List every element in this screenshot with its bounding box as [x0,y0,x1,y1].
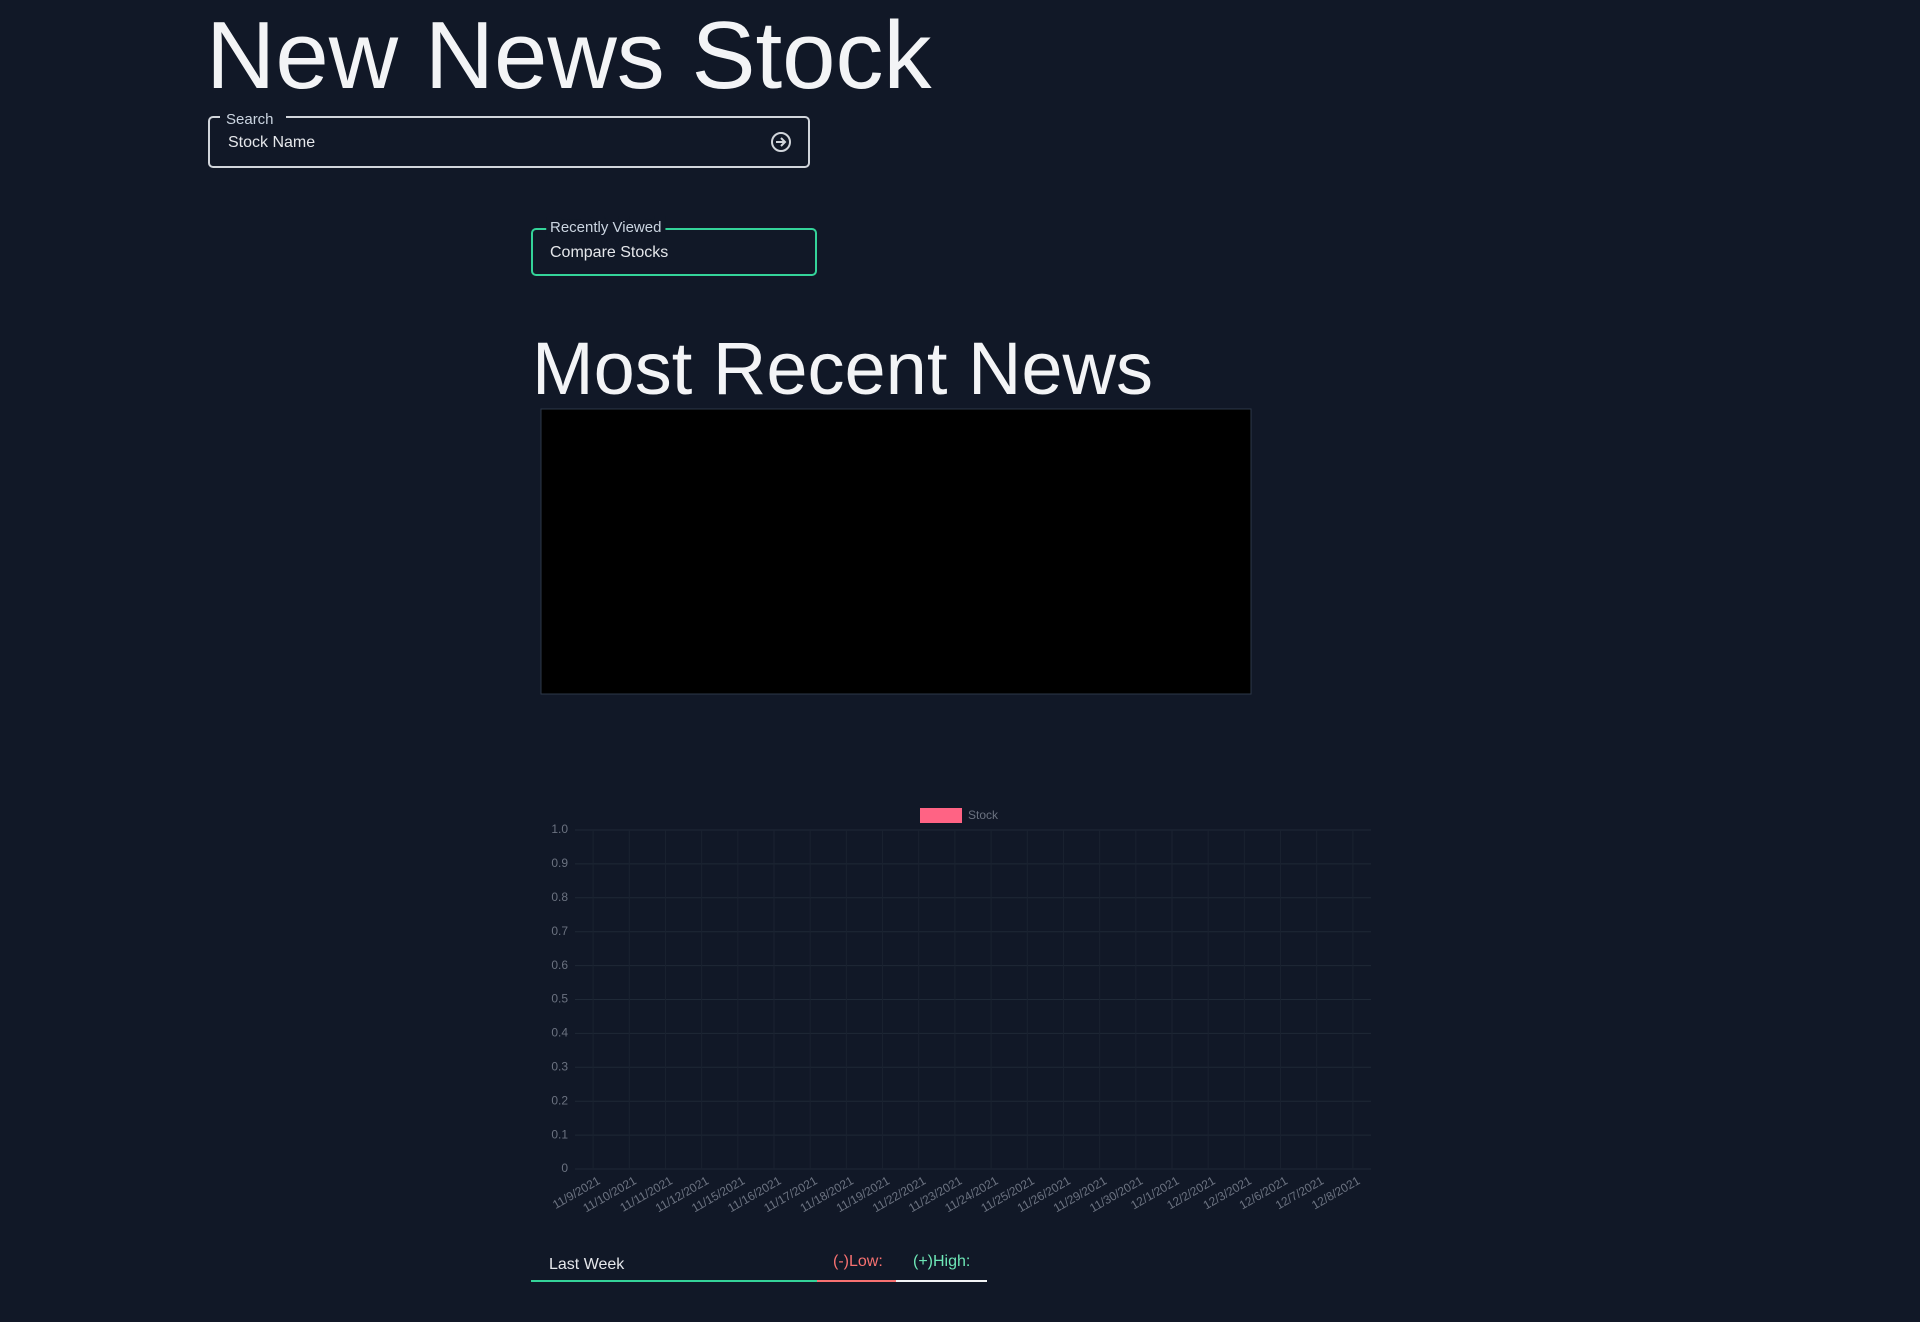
label-gap [220,105,286,123]
search-button[interactable] [771,132,791,152]
chart: 00.10.20.30.40.50.60.70.80.91.011/9/2021… [550,808,1371,1215]
tab-low[interactable]: (-)Low: [833,1253,883,1270]
y-tick-label: 0.1 [551,1127,568,1141]
tab-period[interactable]: Last Week [549,1256,625,1273]
y-tick-label: 0.4 [551,1026,568,1040]
y-tick-label: 1.0 [551,822,568,836]
recent-label: Recently Viewed [550,219,661,236]
recent-value[interactable]: Compare Stocks [550,244,668,261]
search-box[interactable] [208,116,810,168]
y-tick-label: 0 [561,1161,568,1175]
y-tick-label: 0.7 [551,924,568,938]
news-frame [540,408,1252,695]
legend-swatch [920,808,962,823]
tab-high[interactable]: (+)High: [913,1253,970,1270]
legend-label: Stock [968,808,999,822]
y-tick-label: 0.5 [551,992,568,1006]
news-title: Most Recent News [532,327,1153,410]
recent-box[interactable] [531,228,817,276]
app-title: New News Stock [206,2,933,109]
y-tick-label: 0.3 [551,1059,568,1073]
search-label: Search [226,111,274,128]
y-tick-label: 0.8 [551,890,568,904]
y-tick-label: 0.2 [551,1093,568,1107]
search-placeholder[interactable]: Stock Name [228,134,315,151]
y-tick-label: 0.9 [551,856,568,870]
y-tick-label: 0.6 [551,958,568,972]
